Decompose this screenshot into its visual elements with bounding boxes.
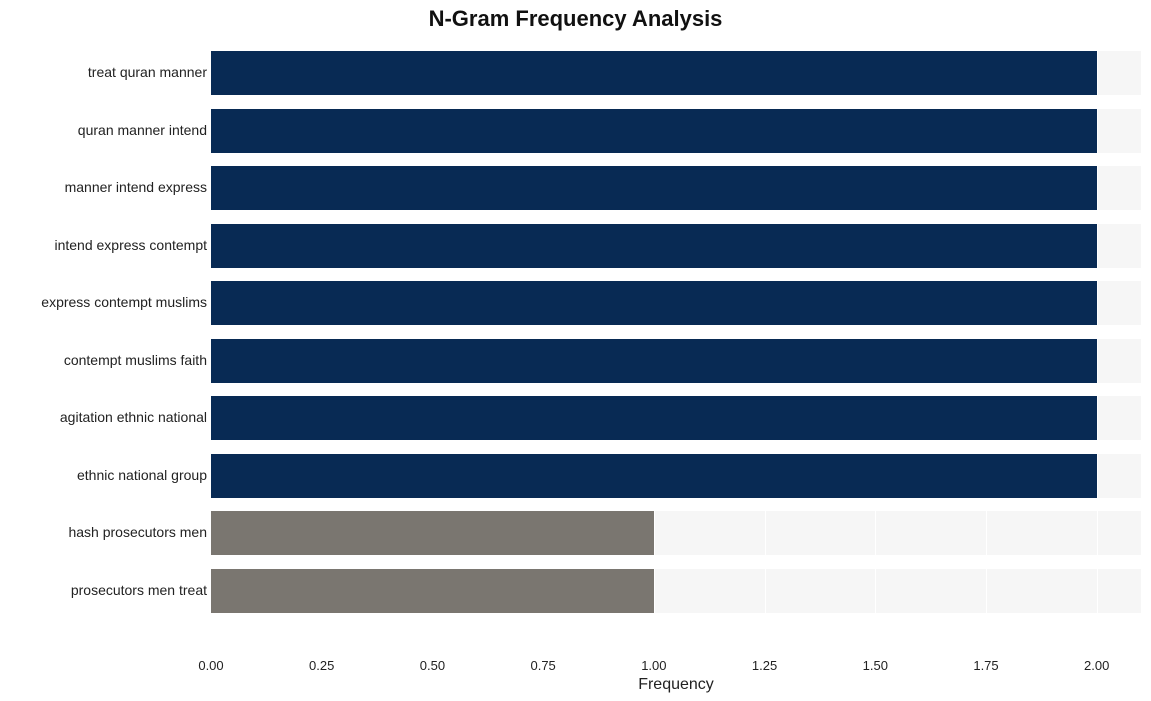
x-tick-label: 2.00	[1084, 658, 1109, 673]
bar	[211, 339, 1097, 383]
y-tick-label: intend express contempt	[54, 237, 207, 253]
x-tick-label: 0.25	[309, 658, 334, 673]
y-tick-label: quran manner intend	[78, 122, 207, 138]
row-gap	[211, 153, 1141, 167]
row-gap	[211, 613, 1141, 655]
row-gap	[211, 36, 1141, 51]
x-tick-label: 1.25	[752, 658, 777, 673]
bar	[211, 454, 1097, 498]
y-tick-label: contempt muslims faith	[64, 352, 207, 368]
bar	[211, 51, 1097, 95]
bar	[211, 281, 1097, 325]
bar	[211, 109, 1097, 153]
x-tick-label: 1.00	[641, 658, 666, 673]
y-tick-label: express contempt muslims	[41, 294, 207, 310]
chart-title: N-Gram Frequency Analysis	[0, 6, 1151, 32]
y-tick-label: hash prosecutors men	[68, 524, 207, 540]
plot-area	[211, 36, 1141, 654]
y-tick-label: agitation ethnic national	[60, 409, 207, 425]
y-tick-label: prosecutors men treat	[71, 582, 207, 598]
x-axis-label: Frequency	[211, 676, 1141, 694]
bar	[211, 569, 654, 613]
row-gap	[211, 268, 1141, 282]
bar	[211, 396, 1097, 440]
row-gap	[211, 555, 1141, 569]
x-tick-label: 1.50	[863, 658, 888, 673]
row-gap	[211, 95, 1141, 109]
bar	[211, 511, 654, 555]
x-tick-label: 1.75	[973, 658, 998, 673]
y-tick-label: treat quran manner	[88, 64, 207, 80]
y-tick-label: ethnic national group	[77, 467, 207, 483]
x-tick-label: 0.75	[530, 658, 555, 673]
row-gap	[211, 210, 1141, 224]
y-tick-label: manner intend express	[65, 179, 207, 195]
x-tick-label: 0.00	[198, 658, 223, 673]
row-gap	[211, 325, 1141, 339]
row-gap	[211, 498, 1141, 512]
row-gap	[211, 440, 1141, 454]
bar	[211, 166, 1097, 210]
bar	[211, 224, 1097, 268]
row-gap	[211, 383, 1141, 397]
ngram-frequency-chart: N-Gram Frequency Analysis Frequency trea…	[0, 0, 1151, 701]
x-tick-label: 0.50	[420, 658, 445, 673]
